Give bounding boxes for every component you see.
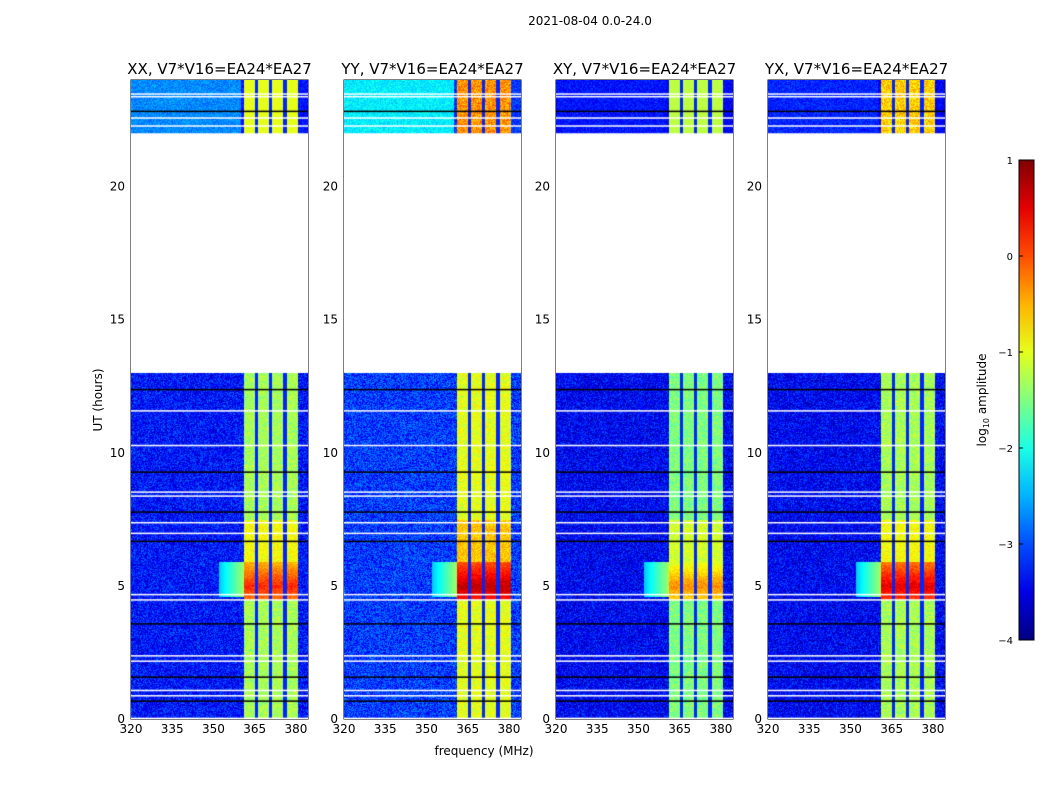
y-tick-label: 5 — [330, 579, 338, 593]
y-tick-label: 15 — [535, 313, 550, 327]
y-tick-label: 20 — [110, 180, 125, 194]
x-tick-label: 335 — [161, 722, 184, 736]
x-tick-label: 350 — [415, 722, 438, 736]
colorbar-tick-label: −4 — [998, 636, 1013, 647]
colorbar-label: log10 amplitude — [975, 354, 991, 447]
colorbar-tick-label: −2 — [998, 444, 1013, 455]
x-tick-label: 320 — [757, 722, 780, 736]
y-tick-label: 10 — [747, 446, 762, 460]
y-tick-label: 0 — [542, 712, 550, 726]
x-tick-label: 335 — [798, 722, 821, 736]
x-tick-label: 365 — [880, 722, 903, 736]
x-tick-label: 380 — [921, 722, 944, 736]
y-tick-label: 5 — [542, 579, 550, 593]
y-axis-label: UT (hours) — [91, 368, 105, 431]
x-tick-label: 335 — [586, 722, 609, 736]
y-tick-label: 10 — [110, 446, 125, 460]
panel-title: YX, V7*V16=EA24*EA27 — [764, 60, 948, 78]
x-tick-label: 380 — [497, 722, 520, 736]
colorbar-tick-label: 0 — [1007, 252, 1013, 263]
x-tick-label: 365 — [243, 722, 266, 736]
y-tick-label: 15 — [323, 313, 338, 327]
y-tick-label: 20 — [323, 180, 338, 194]
colorbar-tick-label: 1 — [1007, 156, 1013, 167]
y-tick-label: 20 — [535, 180, 550, 194]
heatmap-0 — [131, 80, 308, 719]
y-tick-label: 10 — [323, 446, 338, 460]
x-tick-label: 365 — [456, 722, 479, 736]
y-tick-label: 5 — [117, 579, 125, 593]
x-tick-label: 335 — [374, 722, 397, 736]
y-tick-label: 15 — [747, 313, 762, 327]
y-tick-label: 0 — [117, 712, 125, 726]
heatmap-3 — [768, 80, 945, 719]
x-tick-label: 380 — [284, 722, 307, 736]
heatmap-1 — [344, 80, 521, 719]
y-tick-label: 15 — [110, 313, 125, 327]
heatmap-2 — [556, 80, 733, 719]
x-tick-label: 320 — [545, 722, 568, 736]
panel-0: XX, V7*V16=EA24*EA27 320 335 350 365 380 0 5 10 1… — [110, 60, 312, 736]
panel-title: XY, V7*V16=EA24*EA27 — [553, 60, 736, 78]
panel-title: YY, V7*V16=EA24*EA27 — [340, 60, 523, 78]
y-tick-label: 20 — [747, 180, 762, 194]
x-tick-label: 350 — [839, 722, 862, 736]
figure-title: 2021-08-04 0.0-24.0 — [528, 14, 652, 28]
y-tick-label: 0 — [330, 712, 338, 726]
panel-2: XY, V7*V16=EA24*EA27 320 335 350 365 380 0 5 10 1… — [535, 60, 736, 736]
colorbar — [1018, 159, 1035, 641]
colorbar-tick-label: −1 — [998, 348, 1013, 359]
y-tick-label: 5 — [754, 579, 762, 593]
x-tick-label: 365 — [668, 722, 691, 736]
x-axis-label: frequency (MHz) — [434, 744, 533, 758]
x-tick-label: 320 — [120, 722, 143, 736]
x-tick-label: 380 — [709, 722, 732, 736]
panel-title: XX, V7*V16=EA24*EA27 — [127, 60, 311, 78]
x-tick-label: 320 — [333, 722, 356, 736]
y-tick-label: 0 — [754, 712, 762, 726]
x-tick-label: 350 — [627, 722, 650, 736]
y-tick-label: 10 — [535, 446, 550, 460]
x-tick-label: 350 — [202, 722, 225, 736]
colorbar-tick-label: −3 — [998, 540, 1013, 551]
